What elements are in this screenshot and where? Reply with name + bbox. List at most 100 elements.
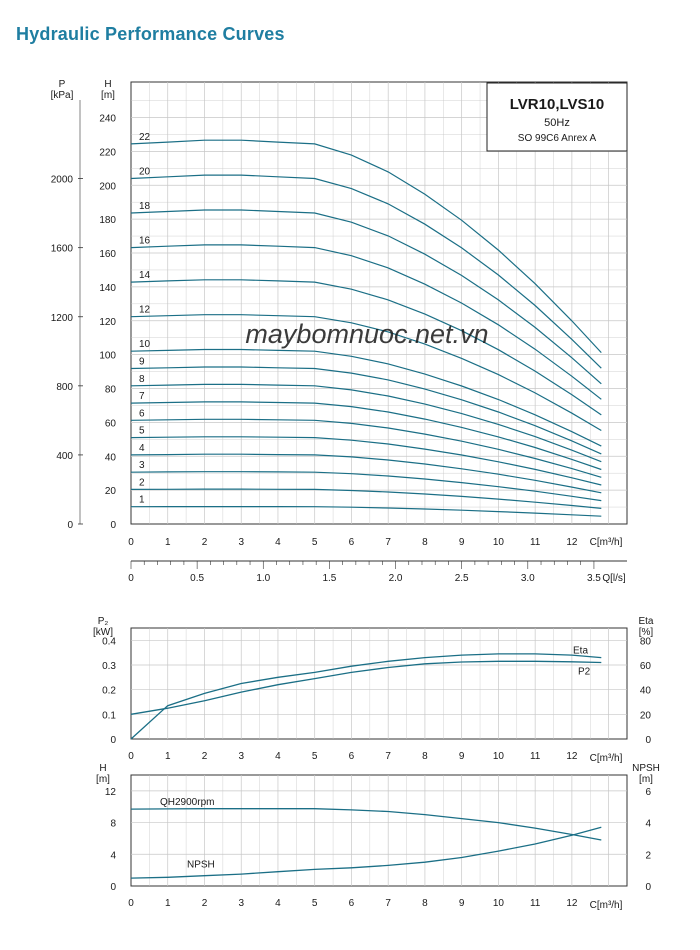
npsh-x-tick-label: 9	[459, 898, 465, 909]
qh-p-tick-label: 1200	[51, 313, 74, 324]
power-y-right-tick-label: 40	[640, 686, 652, 697]
qh-stage-label: 18	[139, 201, 151, 212]
power-series-p2	[130, 660, 602, 715]
qh-h-tick-label: 200	[99, 181, 116, 192]
npsh-y-right-axis-label: NPSH [m]	[632, 763, 660, 785]
qh-h-tick-label: 220	[99, 147, 116, 158]
qh-x-tick-label: 8	[422, 537, 428, 548]
npsh-series-label-npsh: NPSH	[187, 860, 215, 871]
qh-p-tick-label: 800	[56, 382, 73, 393]
qh-x-tick-label: 4	[275, 537, 281, 548]
qh-x-tick-label: 5	[312, 537, 318, 548]
qh-chart: 0204060801001201401601802002202400400800…	[51, 79, 628, 584]
standard-label: SO 99C6 Anrex A	[518, 133, 597, 144]
qls-tick-label: 3.0	[521, 573, 535, 584]
qh-p-tick-label: 0	[67, 520, 73, 531]
qh-stage-curve-16	[130, 244, 602, 400]
qh-stage-curve-6	[130, 418, 602, 478]
qh-h-tick-label: 80	[105, 385, 117, 396]
power-series-label-p2: P2	[578, 667, 591, 678]
qh-p-tick-label: 2000	[51, 175, 74, 186]
power-x-tick-label: 9	[459, 751, 465, 762]
npsh-x-tick-label: 1	[165, 898, 171, 909]
npsh-y-right-tick-label: 4	[645, 819, 651, 830]
qh-stage-label: 20	[139, 166, 151, 177]
qh-h-tick-label: 140	[99, 283, 116, 294]
model-title-box: LVR10,LVS10 50Hz SO 99C6 Anrex A	[486, 82, 628, 152]
qls-tick-label: 2.5	[455, 573, 469, 584]
qls-tick-label: 0.5	[190, 573, 204, 584]
qh-h-tick-label: 160	[99, 249, 116, 260]
qh-x-tick-label: 0	[128, 537, 134, 548]
qh-p-tick-label: 400	[56, 451, 73, 462]
qh-stage-label: 10	[139, 339, 151, 350]
qh-stage-curve-18	[130, 209, 602, 385]
qh-h-tick-label: 0	[110, 520, 116, 531]
model-title: LVR10,LVS10	[510, 96, 604, 113]
power-x-tick-label: 11	[530, 751, 541, 762]
npsh-y-right-tick-label: 2	[645, 850, 651, 861]
qh-x-tick-label: 12	[566, 537, 578, 548]
power-y-tick-label: 0.3	[102, 661, 116, 672]
power-y-right-tick-label: 0	[645, 735, 651, 746]
power-y-tick-label: 0.4	[102, 636, 116, 647]
npsh-x-tick-label: 5	[312, 898, 318, 909]
qls-tick-label: 1.5	[322, 573, 336, 584]
power-series-label-eta: Eta	[573, 646, 588, 657]
qh-stage-label: 12	[139, 305, 151, 316]
npsh-y-tick-label: 4	[110, 850, 116, 861]
qh-h-tick-label: 100	[99, 351, 116, 362]
npsh-y-axis-label: H [m]	[96, 763, 110, 785]
qh-h-tick-label: 180	[99, 215, 116, 226]
qh-stage-curve-12	[130, 314, 602, 432]
qh-stage-label: 8	[139, 374, 145, 385]
npsh-x-tick-label: 10	[493, 898, 505, 909]
qh-h-tick-label: 120	[99, 317, 116, 328]
qh-x-tick-label: 1	[165, 537, 171, 548]
qls-tick-label: 1.0	[256, 573, 270, 584]
power-y-right-tick-label: 60	[640, 661, 652, 672]
npsh-x-tick-label: 3	[238, 898, 244, 909]
qh-x-tick-label: 3	[238, 537, 244, 548]
qh-stage-label: 2	[139, 477, 145, 488]
npsh-y-tick-label: 8	[110, 819, 116, 830]
power-y-right-tick-label: 20	[640, 710, 652, 721]
qh-stage-label: 6	[139, 408, 145, 419]
qh-stage-curve-4	[130, 453, 602, 494]
qh-x-tick-label: 6	[349, 537, 355, 548]
qls-tick-label: 0	[128, 573, 134, 584]
npsh-series-label-qh: QH2900rpm	[160, 797, 214, 808]
power-x-tick-label: 2	[202, 751, 208, 762]
qh-x-tick-label: 9	[459, 537, 465, 548]
qh-h-tick-label: 20	[105, 486, 117, 497]
qh-h-tick-label: 40	[105, 452, 117, 463]
qh-x-axis-label: C[m³/h]	[590, 537, 623, 548]
qh-stage-label: 4	[139, 443, 145, 454]
qh-stage-label: 1	[139, 495, 145, 506]
npsh-series-npsh	[130, 826, 602, 879]
npsh-y-right-tick-label: 6	[645, 787, 651, 798]
qh-stage-curve-3	[130, 471, 602, 502]
power-x-tick-label: 3	[238, 751, 244, 762]
qh-stage-label: 3	[139, 460, 145, 471]
power-x-tick-label: 12	[566, 751, 578, 762]
npsh-series-qh2900rpm	[130, 808, 602, 841]
power-x-tick-label: 0	[128, 751, 134, 762]
qh-stage-curve-10	[130, 348, 602, 447]
power-plot-frame	[130, 627, 628, 740]
qh-x-tick-label: 2	[202, 537, 208, 548]
qh-x-tick-label: 7	[385, 537, 391, 548]
qh-stage-label: 22	[139, 132, 151, 143]
qh-stage-curve-14	[130, 279, 602, 416]
npsh-x-tick-label: 0	[128, 898, 134, 909]
npsh-y-tick-label: 12	[105, 787, 117, 798]
npsh-plot-frame	[130, 774, 628, 887]
qh-stage-curve-1	[130, 506, 602, 517]
npsh-x-tick-label: 8	[422, 898, 428, 909]
npsh-x-tick-label: 7	[385, 898, 391, 909]
power-x-tick-label: 8	[422, 751, 428, 762]
qh-stage-label: 5	[139, 426, 145, 437]
qh-stage-curve-8	[130, 383, 602, 463]
